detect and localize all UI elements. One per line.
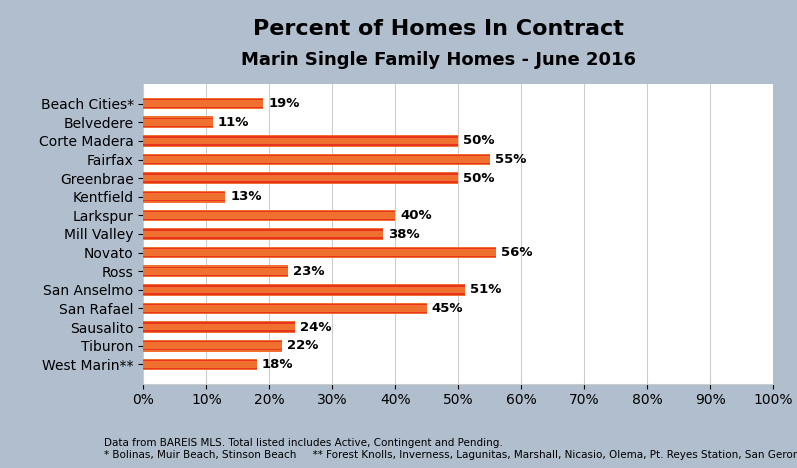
Bar <box>143 182 458 183</box>
Bar <box>143 256 496 257</box>
Text: 45%: 45% <box>432 302 463 315</box>
Text: 11%: 11% <box>218 116 249 129</box>
Bar <box>143 275 289 276</box>
Bar <box>143 98 263 110</box>
Bar <box>143 237 383 239</box>
Bar <box>143 340 282 351</box>
Bar <box>143 368 257 369</box>
Bar <box>143 125 213 127</box>
Bar <box>143 210 395 221</box>
Bar <box>143 284 465 296</box>
Bar <box>143 359 257 361</box>
Bar <box>143 322 295 324</box>
Text: * Bolinas, Muir Beach, Stinson Beach     ** Forest Knolls, Inverness, Lagunitas,: * Bolinas, Muir Beach, Stinson Beach ** … <box>104 450 797 460</box>
Bar <box>143 200 226 202</box>
Bar <box>143 154 489 165</box>
Text: 50%: 50% <box>463 172 495 185</box>
Bar <box>143 312 427 313</box>
Text: Marin Single Family Homes - June 2016: Marin Single Family Homes - June 2016 <box>241 51 636 69</box>
Text: 18%: 18% <box>262 358 293 371</box>
Bar <box>143 107 263 109</box>
Text: 13%: 13% <box>230 190 262 203</box>
Bar <box>143 173 458 175</box>
Text: 22%: 22% <box>287 339 318 352</box>
Text: 23%: 23% <box>293 265 325 278</box>
Bar <box>143 228 383 240</box>
Bar <box>143 144 458 146</box>
Text: Percent of Homes In Contract: Percent of Homes In Contract <box>253 19 624 39</box>
Bar <box>143 303 427 314</box>
Bar <box>143 136 458 138</box>
Text: 19%: 19% <box>268 97 300 110</box>
Bar <box>143 219 395 220</box>
Bar <box>143 211 395 212</box>
Text: 40%: 40% <box>400 209 432 222</box>
Bar <box>143 155 489 156</box>
Bar <box>143 304 427 305</box>
Bar <box>143 293 465 295</box>
Bar <box>143 192 226 193</box>
Text: 24%: 24% <box>300 321 331 334</box>
Bar <box>143 99 263 100</box>
Text: 38%: 38% <box>388 227 419 241</box>
Bar <box>143 191 226 203</box>
Bar <box>143 341 282 343</box>
Bar <box>143 135 458 146</box>
Bar <box>143 247 496 258</box>
Bar <box>143 285 465 286</box>
Text: Data from BAREIS MLS. Total listed includes Active, Contingent and Pending.: Data from BAREIS MLS. Total listed inclu… <box>104 438 502 447</box>
Text: 55%: 55% <box>495 153 526 166</box>
Bar <box>143 117 213 128</box>
Bar <box>143 248 496 249</box>
Bar <box>143 358 257 370</box>
Text: 51%: 51% <box>469 283 501 296</box>
Bar <box>143 349 282 351</box>
Bar <box>143 330 295 332</box>
Text: 50%: 50% <box>463 134 495 147</box>
Bar <box>143 266 289 268</box>
Text: 56%: 56% <box>501 246 532 259</box>
Bar <box>143 172 458 184</box>
Bar <box>143 117 213 119</box>
Bar <box>143 229 383 231</box>
Bar <box>143 322 295 333</box>
Bar <box>143 163 489 164</box>
Bar <box>143 265 289 277</box>
